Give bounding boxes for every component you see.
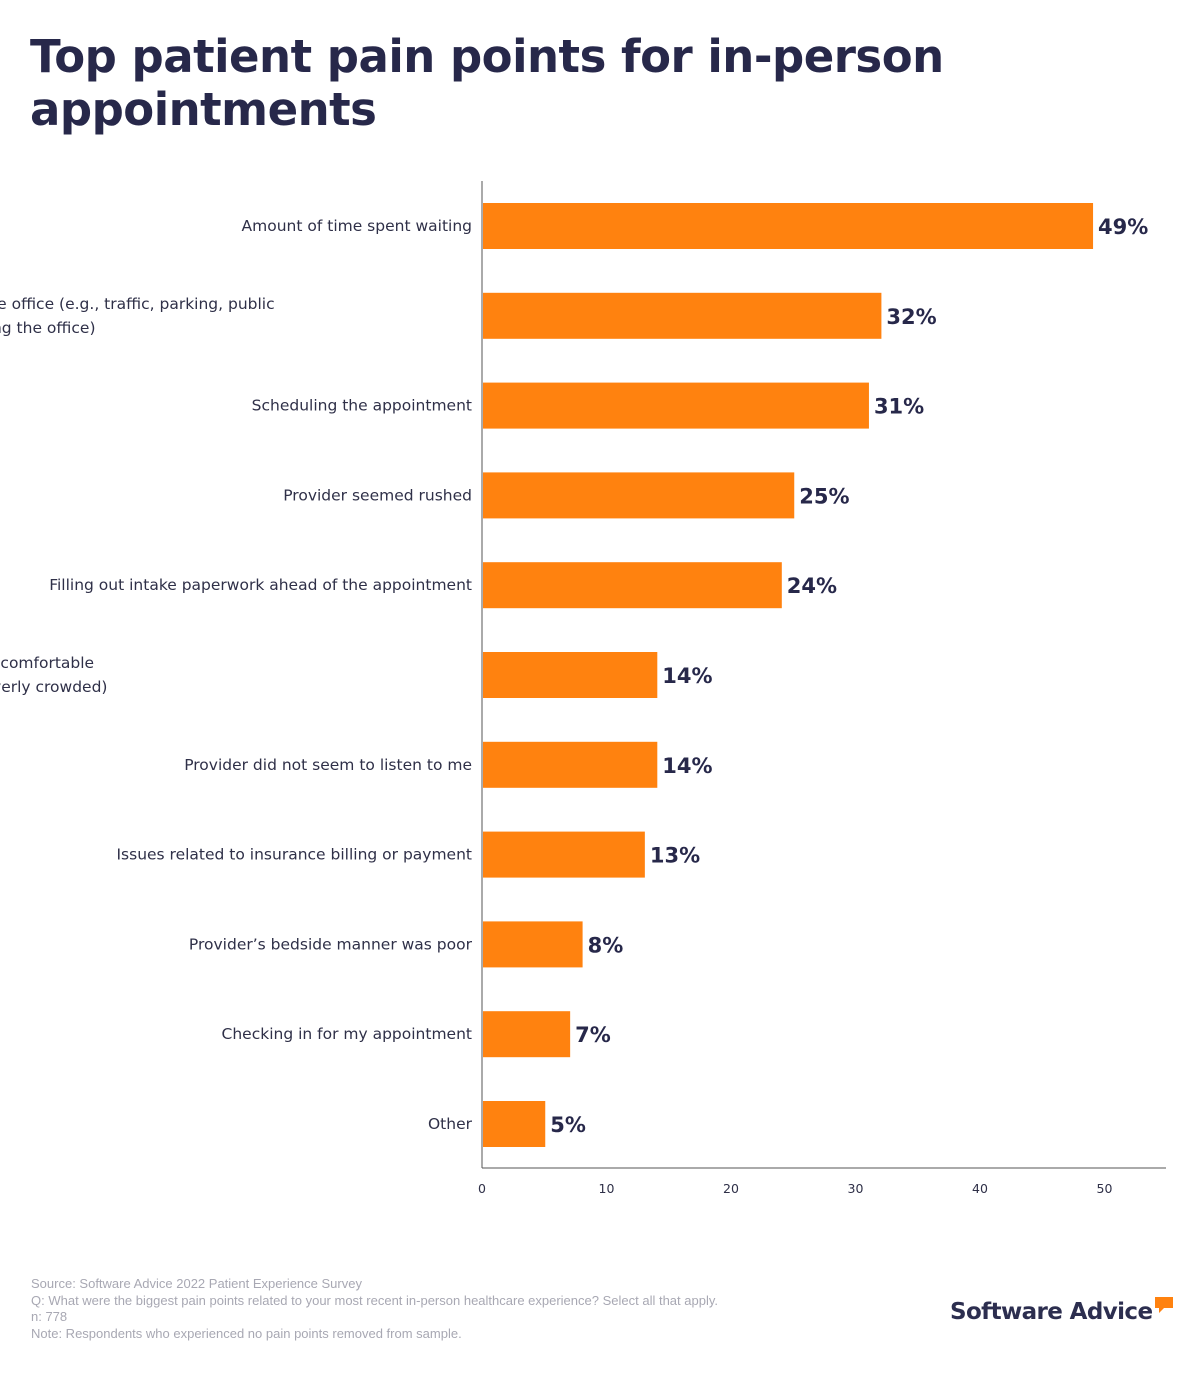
value-label: 32% <box>886 305 936 329</box>
category-label: Other <box>428 1115 473 1133</box>
bar <box>483 921 583 968</box>
category-label: Filling out intake paperwork ahead of th… <box>49 576 472 594</box>
category-label: Checking in for my appointment <box>222 1025 472 1043</box>
bar <box>483 831 645 878</box>
x-tick-label: 20 <box>723 1181 739 1196</box>
category-label: Waiting room atmosphere (e.g., uncomfort… <box>0 654 107 696</box>
category-label: Issues related to insurance billing or p… <box>116 846 472 864</box>
bar <box>483 1011 571 1058</box>
category-label: Scheduling the appointment <box>252 397 472 415</box>
category-label: Provider’s bedside manner was poor <box>189 935 473 953</box>
category-label: Provider did not seem to listen to me <box>184 756 472 774</box>
footnotes: Source: Software Advice 2022 Patient Exp… <box>31 1276 891 1342</box>
value-label: 31% <box>874 395 924 419</box>
value-label: 8% <box>588 933 624 957</box>
x-tick-label: 0 <box>478 1181 486 1196</box>
category-label-line: Getting to the office (e.g., traffic, pa… <box>0 295 275 313</box>
software-advice-logo: Software Advice <box>950 1294 1175 1330</box>
value-label: 5% <box>550 1113 586 1137</box>
category-label: Getting to the office (e.g., traffic, pa… <box>0 295 275 337</box>
value-label: 14% <box>662 754 712 778</box>
bar <box>483 741 658 788</box>
footnote-question: Q: What were the biggest pain points rel… <box>31 1292 718 1308</box>
speech-bubble-icon <box>1155 1297 1174 1313</box>
bar-chart: 49% Amount of time spent waiting 32% Gettin… <box>0 181 1166 1196</box>
bar <box>483 382 869 429</box>
value-label: 7% <box>575 1023 611 1047</box>
footnote-note: Note: Respondents who experienced no pai… <box>31 1325 462 1341</box>
category-label-line: Waiting room atmosphere (e.g., uncomfort… <box>0 654 94 672</box>
bar <box>483 562 782 609</box>
category-label-line: transit, finding the office) <box>0 319 96 337</box>
logo-text: Software Advice <box>950 1299 1153 1325</box>
chart-title: Top patient pain points for in-person ap… <box>30 30 944 136</box>
category-label-line: temperature, no entertainment, overly cr… <box>0 678 107 696</box>
bar <box>483 203 1094 249</box>
bar <box>483 652 658 698</box>
x-tick-label: 40 <box>972 1181 988 1196</box>
bar <box>483 472 795 519</box>
value-label: 14% <box>662 664 712 688</box>
value-label: 25% <box>799 484 849 508</box>
x-tick-label: 30 <box>848 1181 864 1196</box>
bar <box>483 292 882 339</box>
category-label: Provider seemed rushed <box>283 486 472 504</box>
x-tick-label: 50 <box>1097 1181 1113 1196</box>
footnote-sample-size: n: 778 <box>31 1309 68 1324</box>
bar <box>483 1101 546 1147</box>
value-label: 13% <box>650 844 700 868</box>
value-label: 24% <box>787 574 837 598</box>
footnote-source: Source: Software Advice 2022 Patient Exp… <box>31 1276 362 1291</box>
category-label: Amount of time spent waiting <box>242 217 472 235</box>
x-tick-label: 10 <box>599 1181 615 1196</box>
value-label: 49% <box>1098 215 1148 239</box>
